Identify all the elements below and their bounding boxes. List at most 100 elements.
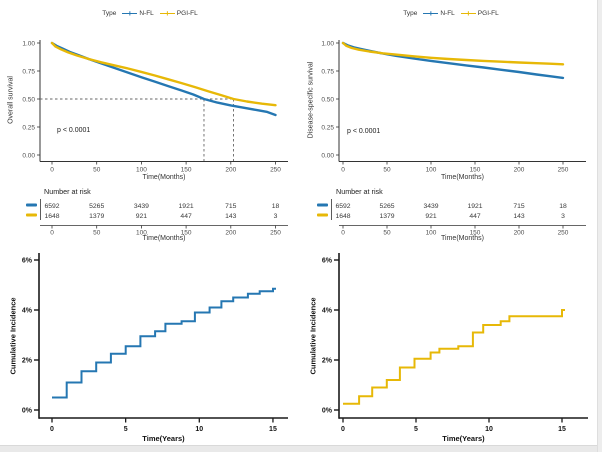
risk-count-pgi-fl: 921 [425, 213, 437, 220]
risk-count-pgi-fl: 447 [180, 213, 192, 220]
legend-item-pgifl: PGI-FL [460, 9, 499, 18]
x-tick-label: 5 [414, 426, 418, 433]
y-tick-label: 0.25 [321, 124, 334, 131]
x-tick-label: 250 [558, 167, 569, 174]
x-tick-label: 10 [485, 426, 493, 433]
panel-overall-survival: 1.00 0.75 0.50 0.25 0.00 0 50 100 150 200 250 6592 5… [0, 0, 300, 242]
risk-count-n-fl: 715 [513, 203, 525, 210]
y-tick-label: 0.50 [321, 96, 334, 103]
risk-count-n-fl: 1921 [179, 203, 194, 210]
y-tick-label: 0% [22, 408, 33, 415]
risk-count-pgi-fl: 921 [136, 213, 148, 220]
risk-count-n-fl: 18 [559, 203, 567, 210]
x-tick-label: 150 [470, 167, 481, 174]
x-tick-label: 0 [341, 426, 345, 433]
y-tick-label: 0.00 [321, 152, 334, 159]
legend-title: Type [403, 10, 418, 17]
y-tick-label: 4% [322, 308, 333, 315]
x-tick-label: 10 [195, 426, 203, 433]
risk-count-n-fl: 3439 [134, 203, 149, 210]
risk-count-pgi-fl: 447 [469, 213, 481, 220]
os-y-axis-title: Overall survival [7, 76, 15, 124]
legend-marker-pgifl-icon [460, 9, 476, 18]
y-tick-label: 0.75 [22, 68, 35, 75]
risk-count-n-fl: 1921 [467, 203, 482, 210]
legend-label-pgifl: PGI-FL [176, 10, 198, 17]
y-tick-label: 0.00 [22, 152, 35, 159]
risk-count-n-fl: 3439 [423, 203, 438, 210]
legend-item-pgifl: PGI-FL [159, 9, 198, 18]
panel-disease-specific-survival: 1.00 0.75 0.50 0.25 0.00 0 50 100 150 200 250 6592 5… [300, 0, 602, 242]
legend: Type N-FL PGI-FL [300, 9, 602, 18]
x-tick-label: 50 [93, 167, 101, 174]
cumulative-incidence-step-n-fl [52, 287, 276, 399]
y-tick-label: 4% [22, 308, 33, 315]
risk-count-n-fl: 5265 [379, 203, 394, 210]
y-tick-label: 6% [22, 258, 33, 265]
risk-x-tick-label: 250 [558, 230, 569, 237]
risk-count-pgi-fl: 1648 [335, 213, 350, 220]
risk-x-tick-label: 100 [136, 230, 147, 237]
legend-label-pgifl: PGI-FL [477, 10, 499, 17]
risk-x-tick-label: 50 [383, 230, 391, 237]
x-tick-label: 0 [50, 167, 54, 174]
cumulative-incidence-step-pgi-fl [343, 309, 565, 405]
risk-x-tick-label: 150 [470, 230, 481, 237]
risk-count-pgi-fl: 3 [274, 213, 278, 220]
risk-count-n-fl: 715 [225, 203, 237, 210]
x-tick-label: 15 [558, 426, 566, 433]
survival-curve-pgi-fl [50, 41, 277, 107]
risk-x-tick-label: 0 [50, 230, 54, 237]
panel-cumulative-incidence-nfl: 0% 2% 4% 6% 0 5 10 15 Cumulative Incidence Time… [0, 240, 300, 452]
x-tick-label: 250 [270, 167, 281, 174]
risk-x-tick-label: 250 [270, 230, 281, 237]
ci-nfl-y-axis-title: Cumulative Incidence [8, 297, 18, 375]
cumulative-incidence-nfl-plot: 0% 2% 4% 6% 0 5 10 15 [22, 253, 288, 433]
y-tick-label: 0% [322, 408, 333, 415]
risk-x-tick-label: 200 [514, 230, 525, 237]
risk-count-n-fl: 5265 [89, 203, 104, 210]
legend: Type N-FL PGI-FL [0, 9, 300, 18]
x-tick-label: 5 [124, 426, 128, 433]
panel-cumulative-incidence-pgifl: 0% 2% 4% 6% 0 5 10 15 Cumulative Incidence Time… [300, 240, 602, 452]
x-tick-label: 0 [50, 426, 54, 433]
x-tick-label: 100 [136, 167, 147, 174]
risk-marker-n-fl [26, 203, 37, 207]
dss-y-axis-title: Disease-specific survival [307, 61, 315, 139]
y-tick-label: 2% [322, 358, 333, 365]
legend-marker-pgifl-icon [159, 9, 175, 18]
risk-x-tick-label: 0 [341, 230, 345, 237]
x-tick-label: 50 [383, 167, 391, 174]
os-risk-x-axis-title: Time(Months) [142, 235, 186, 242]
dss-pvalue: p < 0.0001 [347, 128, 381, 135]
risk-count-pgi-fl: 143 [225, 213, 237, 220]
legend-marker-nfl-icon [423, 9, 439, 18]
y-tick-label: 2% [22, 358, 33, 365]
legend-marker-nfl-icon [122, 9, 138, 18]
x-tick-label: 150 [181, 167, 192, 174]
legend-label-nfl: N-FL [440, 10, 455, 17]
disease-specific-survival-plot: 1.00 0.75 0.50 0.25 0.00 0 50 100 150 200 250 6592 5… [317, 40, 586, 237]
dss-x-axis-title: Time(Months) [441, 174, 484, 181]
dss-risk-x-axis-title: Time(Months) [441, 235, 484, 242]
risk-count-pgi-fl: 1648 [44, 213, 59, 220]
os-x-axis-title: Time(Months) [142, 174, 186, 181]
ci-pgifl-x-axis-title: Time(Years) [442, 434, 485, 443]
y-tick-label: 0.75 [321, 68, 334, 75]
legend-item-nfl: N-FL [122, 9, 154, 18]
risk-count-pgi-fl: 143 [513, 213, 525, 220]
x-tick-label: 15 [269, 426, 277, 433]
risk-count-pgi-fl: 1379 [89, 213, 104, 220]
risk-x-tick-label: 100 [426, 230, 437, 237]
risk-x-tick-label: 150 [181, 230, 192, 237]
risk-marker-pgi-fl [26, 213, 37, 217]
ci-nfl-x-axis-title: Time(Years) [142, 434, 185, 443]
x-tick-label: 0 [341, 167, 345, 174]
window-right-edge [597, 0, 602, 452]
risk-marker-n-fl [317, 203, 328, 207]
risk-x-tick-label: 200 [225, 230, 236, 237]
os-risk-table-title: Number at risk [44, 187, 91, 196]
window-bottom-edge [0, 445, 602, 452]
x-tick-label: 200 [225, 167, 236, 174]
risk-marker-pgi-fl [317, 213, 328, 217]
